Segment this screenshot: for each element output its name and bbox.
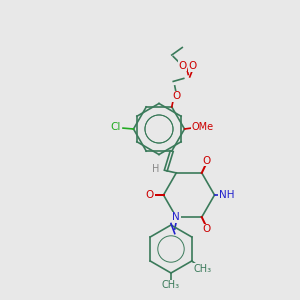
Text: O: O [146, 190, 154, 200]
Text: OMe: OMe [191, 122, 214, 133]
Text: O: O [178, 61, 186, 70]
Text: O: O [189, 61, 197, 71]
Text: NH: NH [219, 190, 234, 200]
Text: Cl: Cl [110, 122, 121, 133]
Text: CH₃: CH₃ [162, 280, 180, 290]
Text: O: O [202, 224, 210, 234]
Text: N: N [172, 212, 180, 222]
Text: H: H [152, 164, 159, 174]
Text: O: O [172, 92, 180, 101]
Text: O: O [202, 156, 210, 166]
Text: CH₃: CH₃ [193, 263, 211, 274]
